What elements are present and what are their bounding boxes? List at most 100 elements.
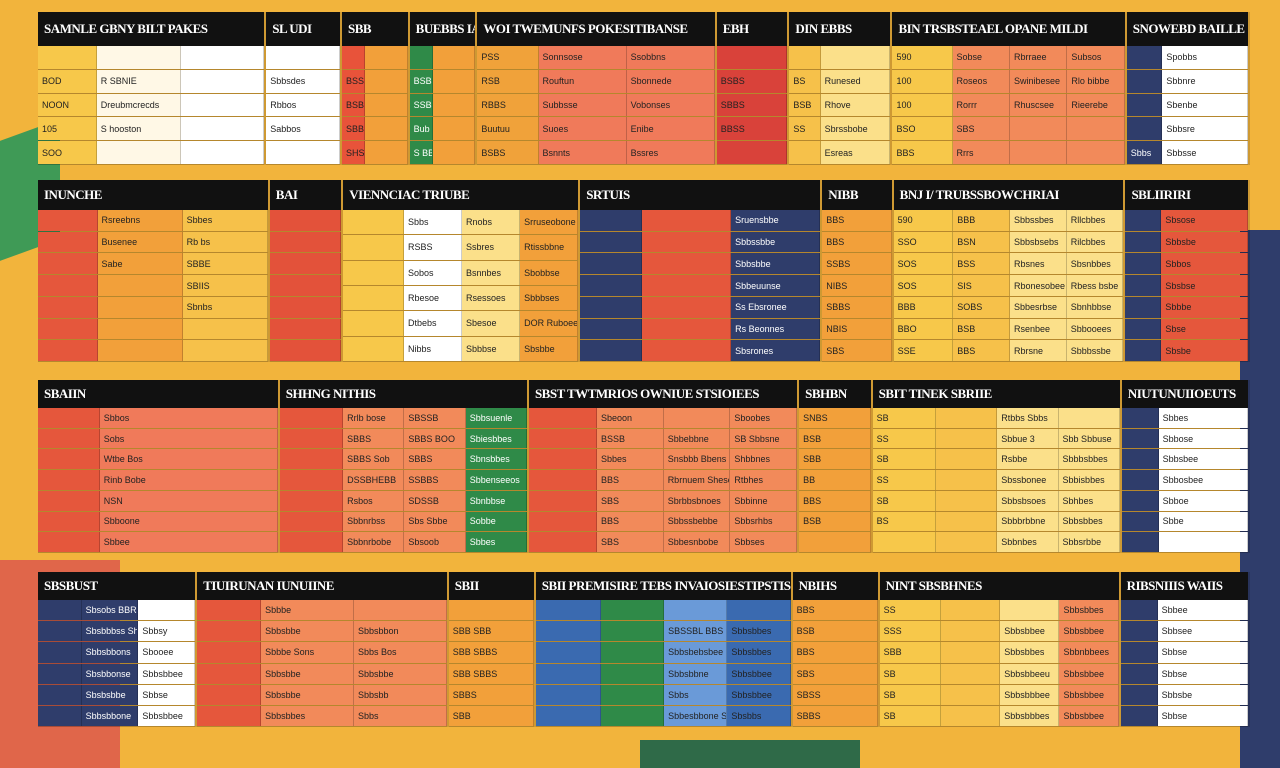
- table-row[interactable]: Sbsobs BBRI: [38, 600, 196, 622]
- table-row[interactable]: NSN: [38, 490, 278, 512]
- table-row[interactable]: Sbsrones: [580, 340, 821, 362]
- table-row[interactable]: Sobos Bsnnbes Sbobbse: [343, 260, 579, 286]
- table-row[interactable]: Busenee Rb bs: [38, 231, 268, 254]
- table-row[interactable]: Sbsose: [1125, 210, 1249, 232]
- table-row[interactable]: SS Sbssbonee Sbbisbbes: [872, 470, 1120, 491]
- table-row[interactable]: SB Sbbsbbbes Sbbsbbee: [879, 705, 1119, 727]
- table-row[interactable]: [342, 46, 408, 70]
- table-row[interactable]: Rbbos: [266, 93, 341, 118]
- table-row[interactable]: Sbbnrbss Sbs Sbbe Sobbe: [279, 511, 527, 533]
- table-row[interactable]: SBBS: [448, 684, 534, 706]
- table-row[interactable]: BB: [799, 470, 871, 491]
- table-row[interactable]: SBS Sbrbbsbnoes Sbbinne: [528, 490, 798, 512]
- table-row[interactable]: Sbbes Snsbbb Bbens Shbbnes: [528, 449, 798, 471]
- table-row[interactable]: Sruensbbe: [580, 210, 821, 232]
- table-row[interactable]: Rrlb bose SBSSB Sbbsuenle: [279, 408, 527, 429]
- table-row[interactable]: Sbbnre: [1126, 69, 1248, 94]
- table-row[interactable]: Sbbos: [1125, 253, 1249, 276]
- table-row[interactable]: SSBB: [409, 93, 476, 118]
- table-row[interactable]: Rs Beonnes: [580, 318, 821, 341]
- table-row[interactable]: [409, 46, 476, 70]
- table-row[interactable]: Sbeoon Sboobes: [528, 408, 798, 429]
- table-row[interactable]: [716, 46, 788, 70]
- table-row[interactable]: SBBS: [716, 93, 788, 118]
- table-row[interactable]: Sbsbbbss ShesSbbsy: [38, 621, 196, 643]
- table-row[interactable]: Sbbe: [1121, 511, 1249, 533]
- table-row[interactable]: Sbbs Sbbsse: [1126, 141, 1248, 165]
- table-row[interactable]: NBIS: [822, 318, 892, 341]
- table-row[interactable]: [269, 231, 342, 254]
- table-row[interactable]: BSSB Sbbebbne SB Sbbsne: [528, 428, 798, 450]
- table-row[interactable]: Sbbose: [1121, 428, 1249, 450]
- table-row[interactable]: SBBS: [792, 705, 878, 727]
- table-row[interactable]: BBS Rbrnuem Shese Rtbhes: [528, 470, 798, 491]
- table-row[interactable]: Sbbse: [1120, 642, 1249, 664]
- table-row[interactable]: NIBS: [822, 275, 892, 297]
- table-row[interactable]: [1121, 532, 1249, 553]
- table-row[interactable]: SBS: [822, 340, 892, 362]
- table-row[interactable]: SSO BSN Sbbsbsebs Rilcbbes: [893, 231, 1124, 254]
- table-row[interactable]: SS Sbbue 3 Sbb Sbbuse: [872, 428, 1120, 450]
- table-row[interactable]: DSSBHEBB SSBBS Sbbenseeos: [279, 470, 527, 491]
- table-row[interactable]: BBS: [792, 642, 878, 664]
- table-row[interactable]: [799, 532, 871, 553]
- table-row[interactable]: Ss Ebsronee: [580, 296, 821, 319]
- table-row[interactable]: BBS Sbbssbebbe Sbbsrhbs: [528, 511, 798, 533]
- table-row[interactable]: Sbbos: [38, 408, 278, 429]
- table-row[interactable]: Sbbsbe: [1120, 684, 1249, 706]
- table-row[interactable]: SBB: [448, 705, 534, 727]
- table-row[interactable]: Sbboe: [1121, 490, 1249, 512]
- table-row[interactable]: [269, 296, 342, 319]
- table-row[interactable]: [535, 600, 791, 622]
- table-row[interactable]: RSBS Ssbres Rtissbbne: [343, 235, 579, 261]
- table-row[interactable]: BSB: [799, 428, 871, 450]
- table-row[interactable]: Sbbsbbons Sbooee: [38, 642, 196, 664]
- table-row[interactable]: Sbbsbbe Sbbsbbe: [197, 663, 447, 685]
- table-row[interactable]: [38, 318, 268, 341]
- table-row[interactable]: Sbbnbes Sbbsrbbe: [872, 532, 1120, 553]
- table-row[interactable]: Sbbse: [1120, 663, 1249, 685]
- table-row[interactable]: BSSB: [342, 69, 408, 94]
- table-row[interactable]: RBBS Subbsse Vobonses: [477, 93, 715, 118]
- table-row[interactable]: BSBS: [342, 93, 408, 118]
- table-row[interactable]: SOS BSS Rbsnes Sbsnbbes: [893, 253, 1124, 276]
- table-row[interactable]: PSS Sonnsose Ssobbns: [477, 46, 715, 70]
- table-row[interactable]: Sbbsbbne Sbbsbbee: [535, 663, 791, 685]
- table-row[interactable]: Rsbos SDSSB Sbnbbse: [279, 490, 527, 512]
- table-row[interactable]: Sbbbe Sons Sbbs Bos: [197, 642, 447, 664]
- table-row[interactable]: Sbbs Rnobs Srruseobone: [343, 210, 579, 236]
- table-row[interactable]: SOS SIS Rbonesobee Rbess bsbe: [893, 275, 1124, 297]
- table-row[interactable]: SNBS: [799, 408, 871, 429]
- table-row[interactable]: Sbbs Sbbsbbee: [535, 684, 791, 706]
- table-row[interactable]: Sbbee: [38, 532, 278, 553]
- table-row[interactable]: BSB: [799, 511, 871, 533]
- table-row[interactable]: Sbbnrbobe Sbsoob Sbbes: [279, 532, 527, 553]
- table-row[interactable]: Buutuu Suoes Enibe: [477, 117, 715, 142]
- table-row[interactable]: SBSSBL BBS Sbbsbbes: [535, 621, 791, 643]
- table-row[interactable]: SBB SBBS: [448, 663, 534, 685]
- table-row[interactable]: SBS: [792, 663, 878, 685]
- table-row[interactable]: SSS Sbbsbbee Sbbsbbee: [879, 621, 1119, 643]
- table-row[interactable]: 590 Sobse Rbrraee Subsos: [892, 46, 1125, 70]
- table-row[interactable]: [269, 275, 342, 297]
- table-row[interactable]: [269, 318, 342, 341]
- table-row[interactable]: BBS Rrrs: [892, 141, 1125, 165]
- table-row[interactable]: BBO BSB Rsenbee Sbbooees: [893, 318, 1124, 341]
- table-row[interactable]: BOD R SBNIE: [38, 69, 265, 94]
- table-row[interactable]: Sbbsbe: [1125, 231, 1249, 254]
- table-row[interactable]: 590 BBB Sbbssbes Rllcbbes: [893, 210, 1124, 232]
- table-row[interactable]: Sbbsbbe: [580, 253, 821, 276]
- table-row[interactable]: Sbse: [1125, 318, 1249, 341]
- table-row[interactable]: BSBS Bsnnts Bssres: [477, 141, 715, 165]
- table-row[interactable]: Sbbsbbe Sbbsbb: [197, 684, 447, 706]
- table-row[interactable]: BBS: [822, 231, 892, 254]
- table-row[interactable]: SOO: [38, 141, 265, 165]
- table-row[interactable]: SBBS Sob SBBS Sbnsbbes: [279, 449, 527, 471]
- table-row[interactable]: Bub bbs: [409, 117, 476, 142]
- table-row[interactable]: Sbbeuunse: [580, 275, 821, 297]
- table-row[interactable]: SBB: [799, 449, 871, 471]
- table-row[interactable]: [269, 253, 342, 276]
- table-row[interactable]: [448, 600, 534, 622]
- table-row[interactable]: [266, 46, 341, 70]
- table-row[interactable]: Sobs: [38, 428, 278, 450]
